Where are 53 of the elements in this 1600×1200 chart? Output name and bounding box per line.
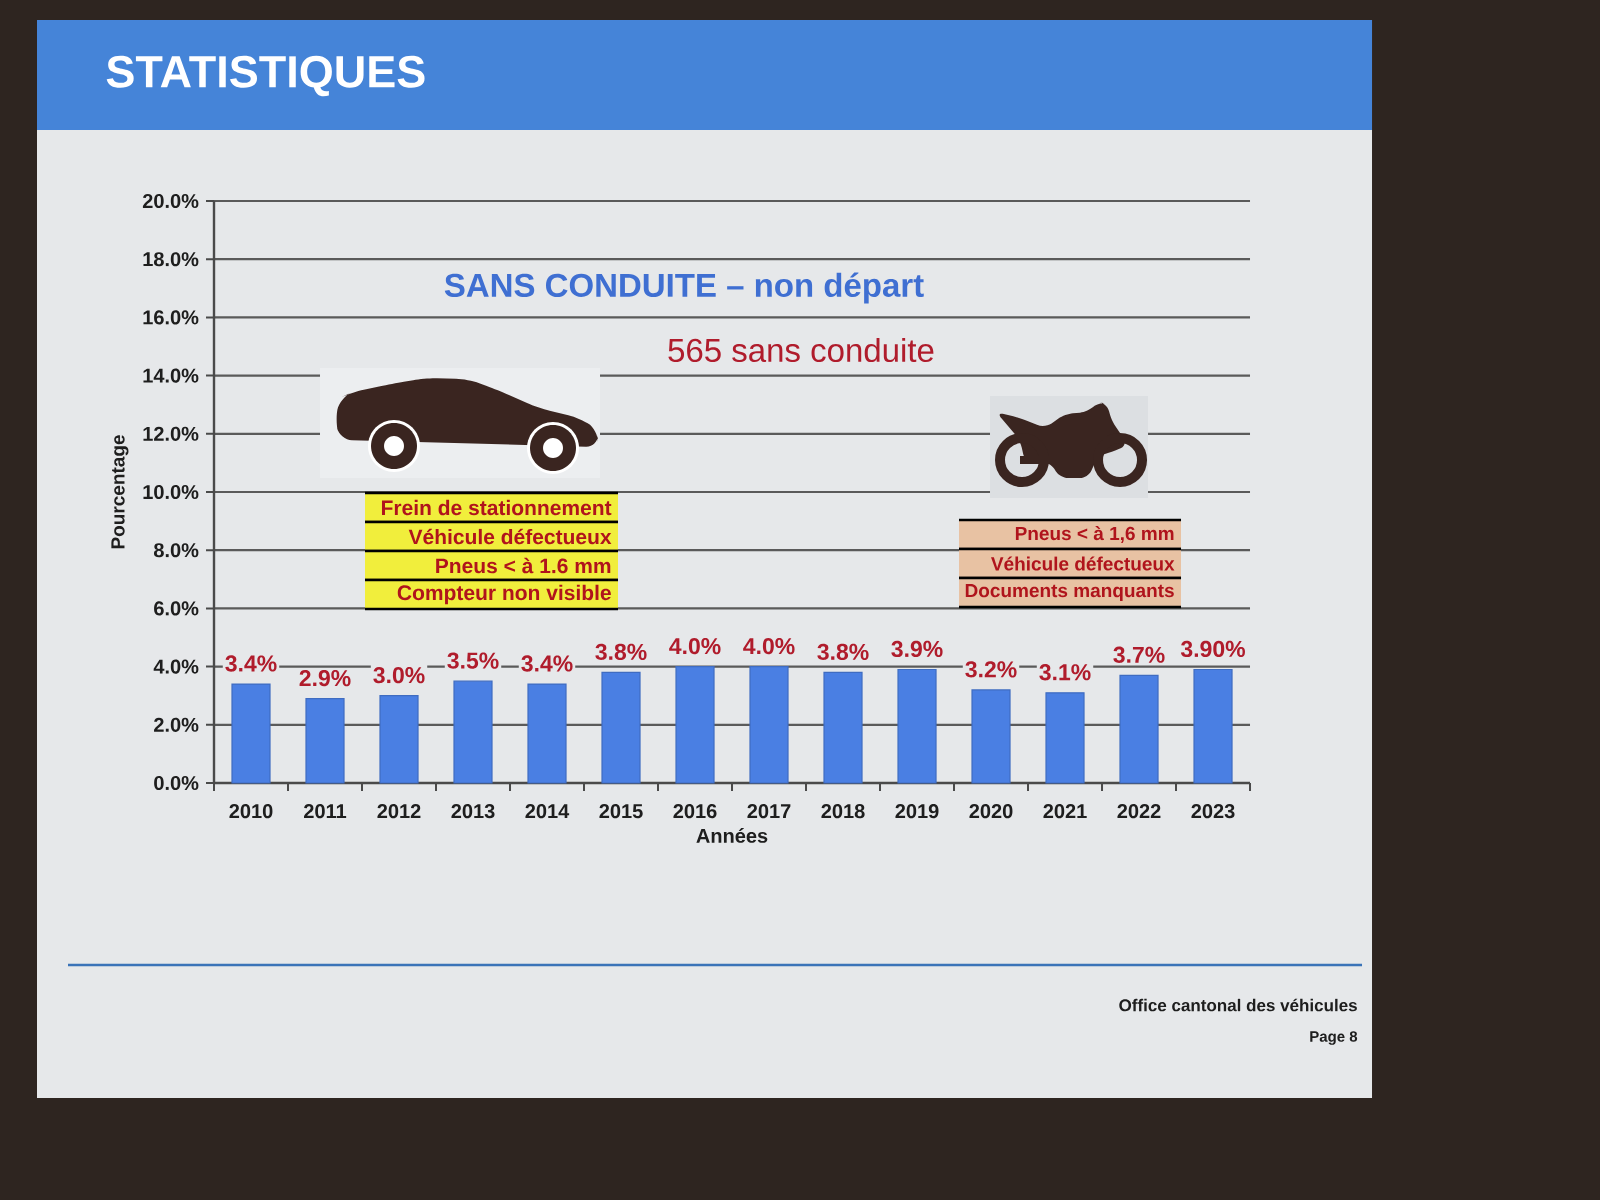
y-tick-label: 20.0%	[142, 193, 199, 209]
y-tick-label: 0.0%	[154, 775, 199, 791]
data-label: 3.7%	[1113, 646, 1165, 663]
x-tick-label: 2020	[969, 804, 1013, 819]
data-label: 2.9%	[299, 669, 351, 687]
data-label: 3.4%	[521, 655, 573, 672]
y-axis-title: Pourcentage	[111, 435, 129, 549]
text: Office cantonal des véhicules	[1119, 998, 1357, 1012]
data-label: 3.2%	[965, 661, 1017, 678]
data-label: 4.0%	[669, 637, 721, 655]
y-tick-label: 4.0%	[153, 659, 199, 674]
chart-title: STATISTIQUES	[106, 55, 425, 97]
x-tick-label: 2010	[229, 804, 273, 819]
x-tick-label: 2017	[747, 804, 791, 819]
x-tick-label: 2019	[895, 804, 939, 819]
annotation: Documents manquants	[965, 583, 1174, 602]
y-tick-label: 6.0%	[154, 601, 199, 616]
y-tick-label: 18.0%	[143, 252, 199, 267]
data-label: 3.8%	[595, 643, 647, 661]
x-tick-label: 2015	[599, 804, 643, 819]
annotation: Pneus < à 1.6 mm	[436, 557, 611, 574]
y-tick-label: 8.0%	[153, 543, 199, 558]
x-axis-title: Années	[696, 827, 768, 843]
annotation: Frein de stationnement	[381, 499, 612, 516]
annotation: Compteur non visible	[397, 584, 611, 605]
data-label: 3.0%	[373, 666, 425, 684]
text: SANS CONDUITE – non départ	[444, 272, 924, 304]
y-tick-label: 16.0%	[143, 310, 199, 325]
annotation: Véhicule défectueux	[408, 528, 612, 545]
y-tick-label: 12.0%	[143, 426, 199, 441]
annotation: 565 sans conduite	[668, 337, 934, 363]
x-tick-label: 2011	[304, 804, 347, 819]
y-tick-label: 2.0%	[154, 717, 199, 732]
y-tick-label: 10.0%	[143, 484, 199, 500]
text: Page 8	[1310, 1031, 1358, 1045]
data-label: 4.0%	[743, 637, 795, 655]
x-tick-label: 2018	[821, 804, 865, 819]
annotation: Pneus < à 1,6 mm	[1015, 526, 1174, 543]
x-tick-label: 2021	[1043, 804, 1087, 819]
data-label: 3.9%	[891, 640, 943, 658]
x-tick-label: 2023	[1191, 804, 1235, 819]
data-label: 3.5%	[447, 652, 499, 669]
x-tick-label: 2013	[451, 804, 495, 819]
data-label: 3.90%	[1180, 640, 1245, 658]
x-tick-label: 2014	[525, 804, 570, 819]
x-tick-label: 2016	[673, 804, 717, 819]
annotation: Véhicule défectueux	[991, 556, 1175, 571]
data-label: 3.4%	[225, 655, 277, 672]
x-tick-label: 2012	[377, 804, 421, 819]
x-tick-label: 2022	[1117, 804, 1161, 819]
y-tick-label: 14.0%	[143, 368, 199, 383]
data-label: 3.8%	[817, 643, 869, 661]
data-label: 3.1%	[1039, 664, 1091, 681]
